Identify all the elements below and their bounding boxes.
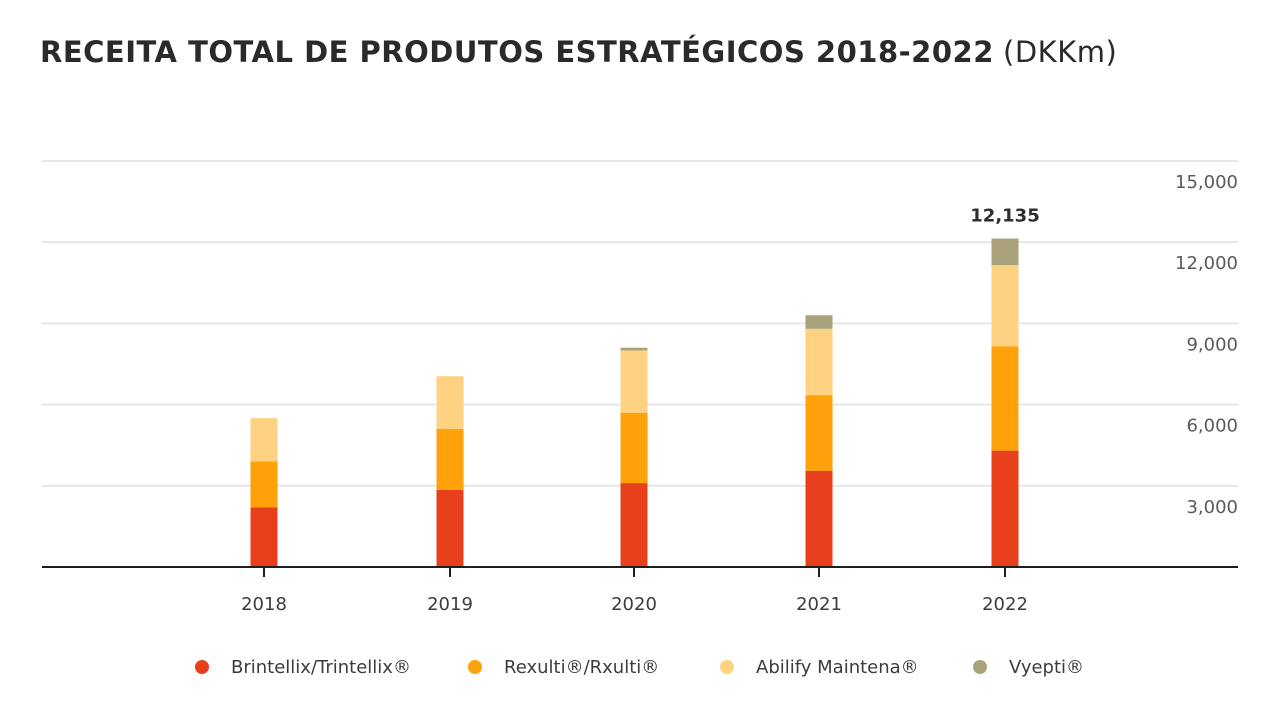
bar-segment xyxy=(250,507,278,567)
legend-dot-icon xyxy=(720,660,734,674)
x-tick-label: 2019 xyxy=(427,594,473,615)
labels: 3,000 6,000 9,000 12,000 15,000 2018 2019 2020 2… xyxy=(241,172,1238,615)
legend-item: Vyepti® xyxy=(973,652,1084,682)
bar-segment xyxy=(436,428,464,490)
y-tick-label: 6,000 xyxy=(1186,416,1238,437)
axes xyxy=(42,566,1238,577)
bar-segment xyxy=(620,412,648,484)
y-tick-label: 3,000 xyxy=(1186,497,1238,518)
legend-item: Rexulti®/Rxulti® xyxy=(468,652,659,682)
legend-item: Brintellix/Trintellix® xyxy=(195,652,411,682)
legend-label: Rexulti®/Rxulti® xyxy=(504,656,660,678)
bar-segment xyxy=(805,328,833,396)
bar-segment xyxy=(991,265,1019,347)
x-tick-label: 2021 xyxy=(796,594,842,615)
legend-dot-icon xyxy=(973,660,987,674)
bar-segment xyxy=(991,450,1019,567)
legend-label: Brintellix/Trintellix® xyxy=(231,656,411,678)
chart-title: RECEITA TOTAL DE PRODUTOS ESTRATÉGICOS 2… xyxy=(40,30,1117,74)
legend: Brintellix/Trintellix® Rexulti®/Rxulti® Ab… xyxy=(0,652,1280,682)
bar-segment xyxy=(250,461,278,508)
legend-item: Abilify Maintena® xyxy=(720,652,919,682)
bar-segment xyxy=(991,346,1019,451)
bars xyxy=(250,238,1019,567)
chart-title-main: RECEITA TOTAL DE PRODUTOS ESTRATÉGICOS 2… xyxy=(40,35,994,69)
bar-segment xyxy=(805,395,833,471)
bar-segment xyxy=(991,238,1019,266)
legend-dot-icon xyxy=(195,660,209,674)
legend-label: Abilify Maintena® xyxy=(756,656,919,678)
x-tick-label: 2018 xyxy=(241,594,287,615)
bar-segment xyxy=(620,483,648,567)
bar-segment xyxy=(436,489,464,567)
x-tick-label: 2022 xyxy=(982,594,1028,615)
bar-segment xyxy=(620,347,648,351)
y-tick-label: 12,000 xyxy=(1175,253,1238,274)
x-tick-label: 2020 xyxy=(611,594,657,615)
bar-segment xyxy=(436,376,464,429)
legend-label: Vyepti® xyxy=(1009,656,1085,678)
legend-dot-icon xyxy=(468,660,482,674)
bar-segment xyxy=(805,315,833,329)
bar-segment xyxy=(805,470,833,567)
y-tick-label: 9,000 xyxy=(1186,334,1238,355)
chart-title-unit: (DKKm) xyxy=(1003,35,1118,69)
bar-segment xyxy=(620,350,648,413)
bar-segment xyxy=(250,418,278,462)
total-annotation: 12,135 xyxy=(970,206,1039,227)
y-tick-label: 15,000 xyxy=(1175,172,1238,193)
